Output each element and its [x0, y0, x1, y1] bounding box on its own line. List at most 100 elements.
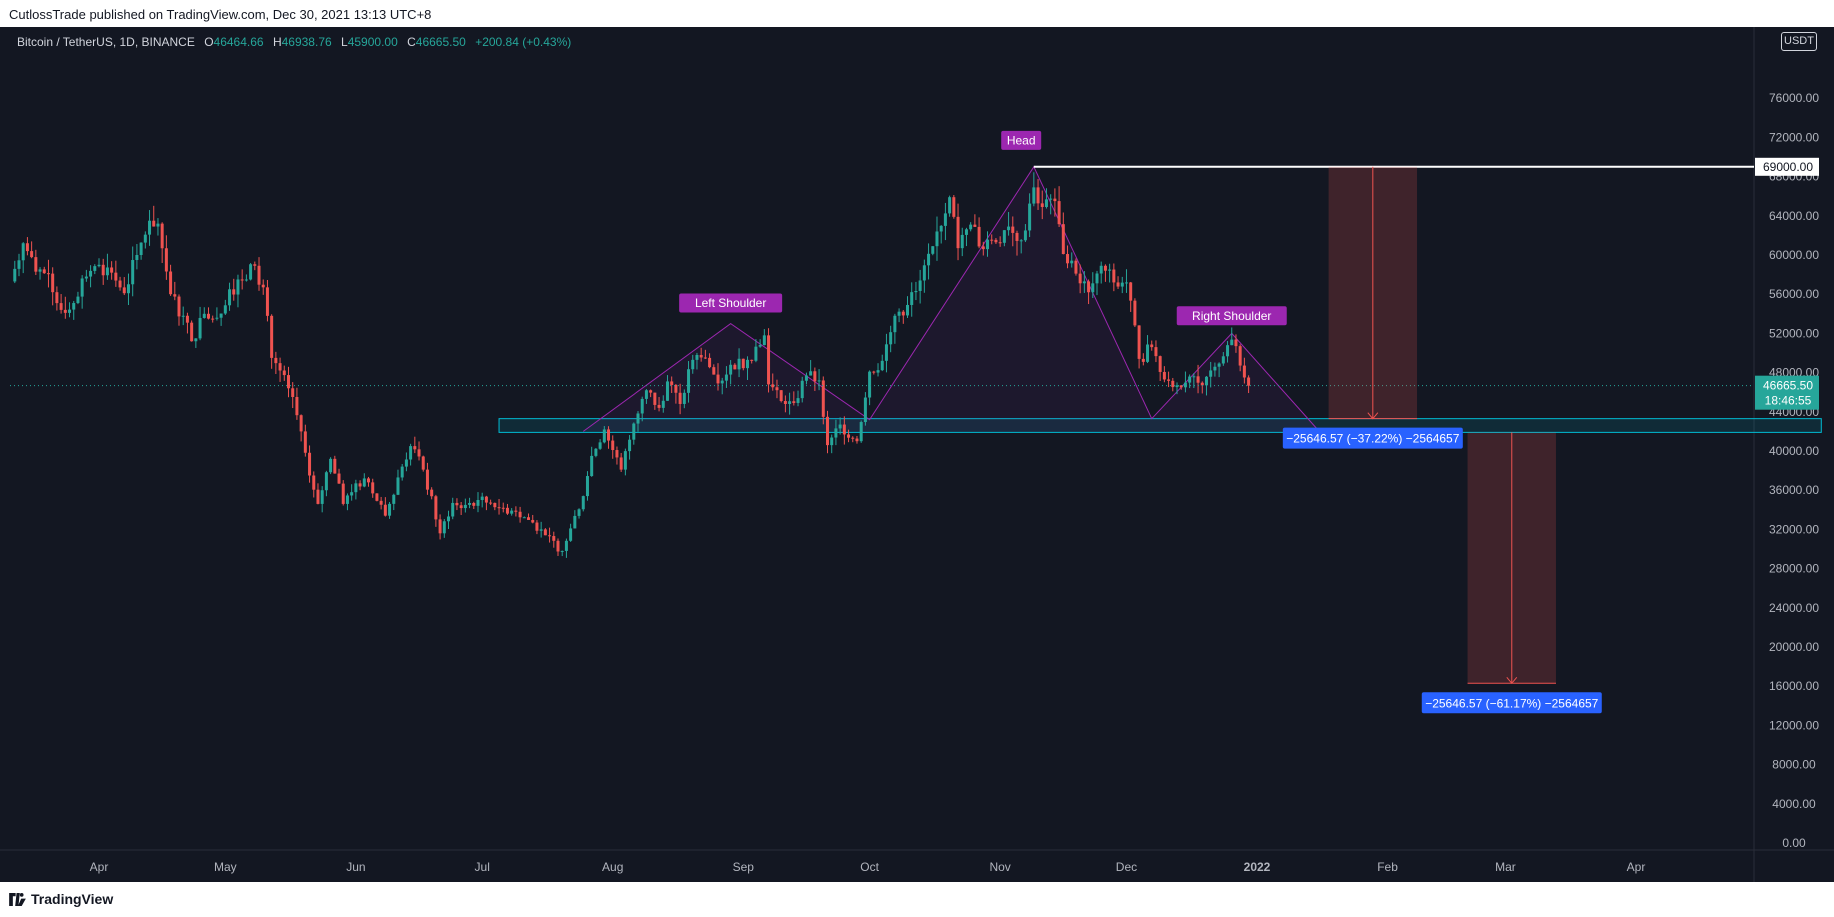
candle-body	[143, 234, 147, 243]
candle-body	[169, 271, 173, 295]
candle-body	[581, 496, 585, 510]
symbol-label: Bitcoin / TetherUS, 1D, BINANCE	[17, 35, 195, 49]
candle-body	[148, 220, 152, 235]
candle-body	[518, 511, 522, 518]
candle-body	[253, 264, 257, 266]
publisher-bar: CutlossTrade published on TradingView.co…	[0, 0, 1834, 27]
candle-body	[611, 440, 615, 451]
candle-body	[244, 279, 248, 281]
candle-body	[447, 516, 451, 522]
high-label: H	[272, 35, 282, 49]
candle-body	[1082, 281, 1086, 284]
candle-body	[1242, 365, 1246, 378]
candle-body	[173, 294, 177, 297]
candle-body	[893, 315, 897, 333]
high-value: 46938.76	[281, 35, 332, 49]
candle-body	[1028, 203, 1032, 231]
candle-body	[1061, 224, 1065, 255]
candle-body	[783, 401, 787, 404]
y-tick-label: 60000.00	[1769, 248, 1819, 262]
candle-body	[320, 490, 324, 504]
candle-body	[1204, 376, 1208, 386]
x-tick-label: Mar	[1495, 860, 1516, 874]
candle-body	[1019, 240, 1023, 242]
candle-body	[674, 384, 678, 393]
candle-body	[619, 457, 623, 470]
candle-body	[687, 369, 691, 393]
candle-body	[678, 392, 682, 404]
candle-body	[628, 439, 632, 452]
candle-body	[665, 381, 669, 401]
candle-body	[564, 540, 568, 551]
price-chart[interactable]: 0.00 4000.00 8000.00 12000.00 16000.00 20000.…	[0, 27, 1834, 882]
pattern-label-bg	[1176, 306, 1287, 326]
candle-body	[316, 489, 320, 504]
candle-body	[1175, 385, 1179, 388]
candle-body	[691, 359, 695, 370]
candle-body	[1188, 376, 1192, 383]
candle-body	[72, 303, 76, 310]
candle-body	[105, 267, 109, 276]
candle-body	[383, 504, 387, 516]
candle-body	[792, 401, 796, 403]
chart-area[interactable]: 0.00 4000.00 8000.00 12000.00 16000.00 20000.…	[0, 27, 1834, 882]
candle-body	[228, 289, 232, 306]
candle-body	[164, 248, 168, 272]
candle-body	[472, 502, 476, 506]
candle-body	[741, 358, 745, 369]
candle-body	[623, 451, 627, 470]
candle-body	[986, 239, 990, 250]
candle-body	[55, 292, 59, 304]
candle-body	[729, 364, 733, 375]
candle-body	[274, 357, 278, 364]
candle-body	[1091, 283, 1095, 293]
y-tick-label: 16000.00	[1769, 679, 1819, 693]
candle-body	[215, 317, 219, 319]
candle-body	[825, 416, 829, 446]
candle-body	[994, 239, 998, 243]
candle-body	[590, 455, 594, 477]
candle-body	[282, 370, 286, 376]
candle-body	[379, 500, 383, 505]
candle-body	[880, 360, 884, 371]
candle-body	[733, 364, 737, 370]
candle-body	[695, 354, 699, 360]
measure-label-bg	[1421, 692, 1602, 714]
candle-body	[1116, 282, 1120, 287]
candle-body	[303, 431, 307, 453]
candle-body	[779, 390, 783, 402]
candle-body	[1162, 371, 1166, 380]
candle-body	[118, 280, 122, 288]
candle-body	[712, 367, 716, 375]
candle-body	[758, 345, 762, 347]
candle-body	[998, 242, 1002, 244]
candle-body	[851, 437, 855, 439]
ohlc-legend: Bitcoin / TetherUS, 1D, BINANCE O46464.6…	[17, 35, 571, 49]
candle-body	[771, 384, 775, 388]
candle-body	[1238, 346, 1242, 366]
resistance-price-tag: 69000.00	[1763, 160, 1813, 174]
candle-body	[948, 197, 952, 214]
candle-body	[1074, 260, 1078, 274]
candle-body	[430, 489, 434, 497]
candle-body	[354, 483, 358, 493]
candle-body	[89, 270, 93, 277]
candle-body	[463, 504, 467, 509]
candle-body	[569, 528, 573, 541]
x-tick-label: Nov	[989, 860, 1010, 874]
candle-body	[969, 224, 973, 230]
candle-body	[889, 332, 893, 345]
candle-body	[1221, 356, 1225, 364]
x-tick-label: Sep	[733, 860, 755, 874]
candle-body	[396, 477, 400, 495]
footer-bar: TradingView	[0, 882, 1834, 917]
candle-body	[939, 225, 943, 232]
currency-badge[interactable]: USDT	[1781, 32, 1817, 51]
candle-body	[863, 397, 867, 423]
candle-body	[1217, 363, 1221, 367]
candle-body	[152, 220, 156, 227]
candle-body	[1023, 230, 1027, 241]
candle-body	[1044, 199, 1048, 207]
candle-body	[236, 279, 240, 295]
candle-body	[548, 535, 552, 537]
